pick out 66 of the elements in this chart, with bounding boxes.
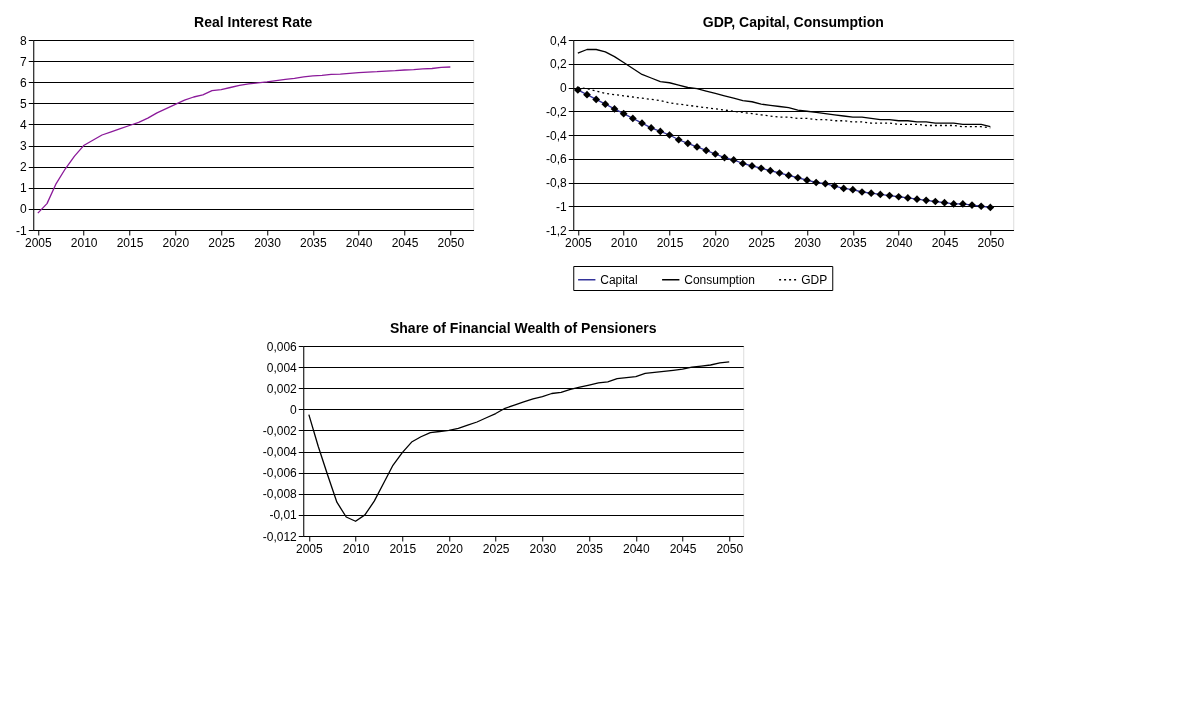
x-tick-label: 2035 <box>299 235 327 250</box>
x-tick-label: 2025 <box>482 541 510 556</box>
y-tick-label: 0 <box>560 81 568 95</box>
y-tick-label: 7 <box>20 54 28 69</box>
x-tick-label: 2005 <box>24 235 52 250</box>
y-tick-label: 1 <box>20 181 28 196</box>
legend-label: Consumption <box>684 272 755 287</box>
chart-title: Real Interest Rate <box>194 14 313 30</box>
y-tick-label: -0,012 <box>262 529 298 544</box>
y-tick-label: -0,4 <box>546 128 568 143</box>
y-tick-label: 0 <box>290 402 298 417</box>
x-tick-label: 2020 <box>436 541 464 556</box>
x-tick-label: 2030 <box>254 235 282 250</box>
x-tick-label: 2005 <box>564 235 592 250</box>
y-tick-label: 0,4 <box>550 33 568 48</box>
x-tick-label: 2040 <box>345 235 373 250</box>
y-tick-label: -0,008 <box>262 487 298 502</box>
x-tick-label: 2045 <box>931 235 959 250</box>
y-tick-label: -0,2 <box>546 104 568 119</box>
x-tick-label: 2010 <box>70 235 98 250</box>
line-series <box>37 66 451 214</box>
x-tick-label: 2040 <box>885 235 913 250</box>
y-tick-label: 3 <box>20 139 28 154</box>
y-tick-label: -1,2 <box>546 223 568 238</box>
x-tick-label: 2050 <box>437 235 465 250</box>
x-tick-label: 2020 <box>162 235 190 250</box>
x-tick-label: 2015 <box>656 235 684 250</box>
y-tick-label: 4 <box>20 117 28 132</box>
y-tick-label: 0 <box>20 202 28 217</box>
x-tick-label: 2015 <box>116 235 144 250</box>
x-tick-label: 2025 <box>748 235 776 250</box>
x-tick-label: 2030 <box>794 235 822 250</box>
y-tick-label: 0,006 <box>266 339 298 354</box>
x-tick-label: 2035 <box>576 541 604 556</box>
x-tick-label: 2005 <box>296 541 324 556</box>
x-tick-label: 2020 <box>702 235 730 250</box>
x-tick-label: 2030 <box>529 541 557 556</box>
x-tick-label: 2035 <box>839 235 867 250</box>
x-tick-label: 2050 <box>716 541 744 556</box>
y-tick-label: -0,6 <box>546 152 568 167</box>
y-tick-label: 5 <box>20 96 28 111</box>
legend-label: Capital <box>600 272 638 287</box>
legend-label: GDP <box>801 272 828 287</box>
x-tick-label: 2045 <box>669 541 697 556</box>
x-tick-label: 2040 <box>622 541 650 556</box>
y-tick-label: -0,01 <box>269 508 298 523</box>
y-tick-label: -0,8 <box>546 176 568 190</box>
x-tick-label: 2025 <box>208 235 236 250</box>
x-tick-label: 2015 <box>389 541 417 556</box>
y-tick-label: -0,002 <box>262 423 298 438</box>
y-tick-label: 0,2 <box>550 57 568 72</box>
y-tick-label: -1 <box>556 199 568 214</box>
y-tick-label: -1 <box>16 223 28 238</box>
x-tick-label: 2050 <box>977 235 1005 250</box>
chart-title: Share of Financial Wealth of Pensioners <box>389 320 657 336</box>
y-tick-label: 0,002 <box>266 381 298 396</box>
y-tick-label: 8 <box>20 33 28 48</box>
y-tick-label: -0,004 <box>262 445 298 460</box>
y-tick-label: -0,006 <box>262 466 298 481</box>
y-tick-label: 0,004 <box>266 360 298 375</box>
x-tick-label: 2010 <box>610 235 638 250</box>
chart-title: GDP, Capital, Consumption <box>702 14 884 30</box>
x-tick-label: 2010 <box>342 541 370 556</box>
y-tick-label: 2 <box>20 160 28 175</box>
x-tick-label: 2045 <box>391 235 419 250</box>
y-tick-label: 6 <box>20 75 28 90</box>
